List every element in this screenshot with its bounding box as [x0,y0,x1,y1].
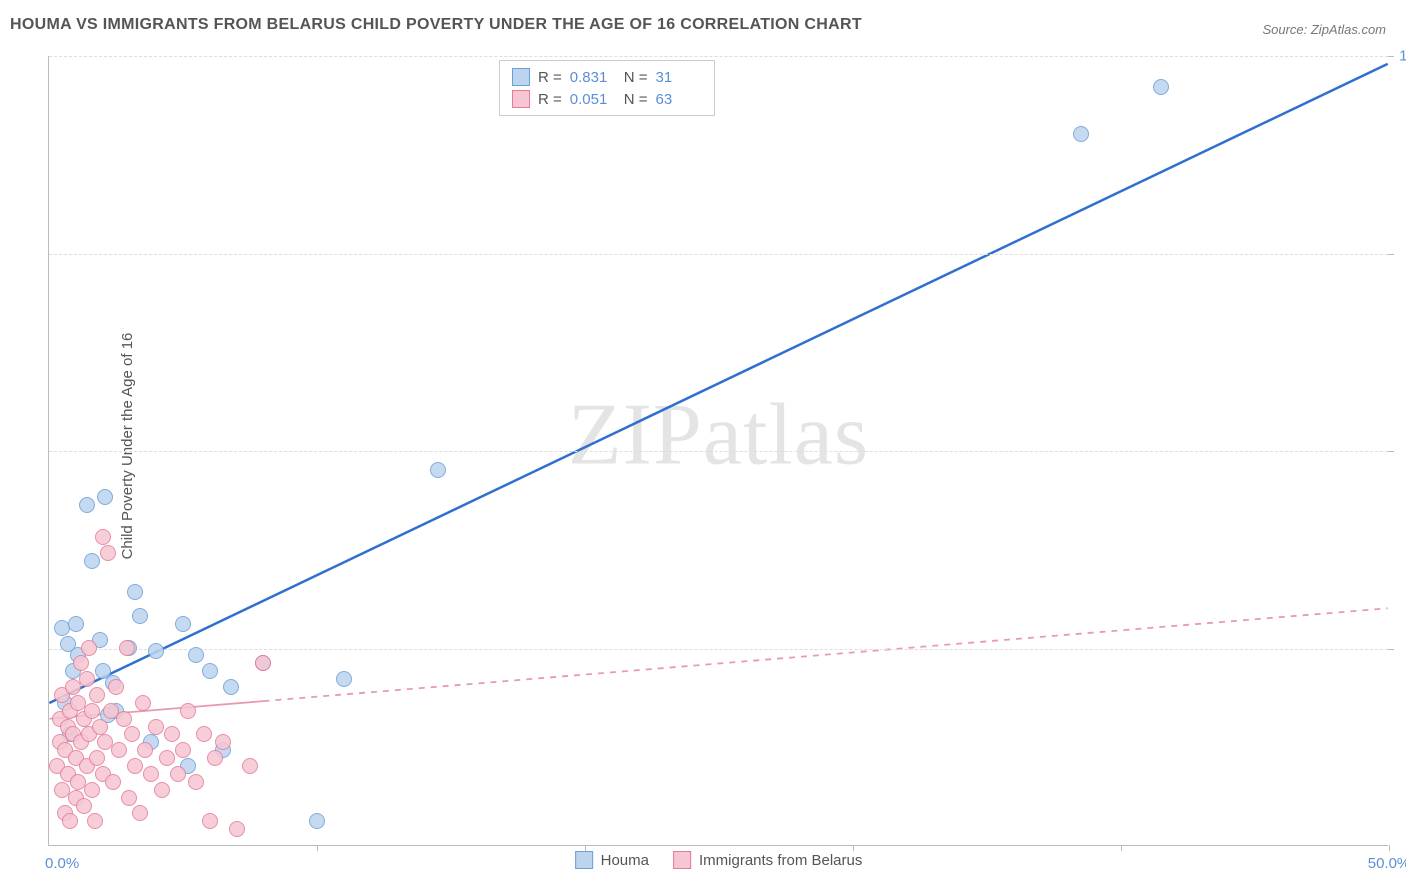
gridline-h [49,56,1388,57]
scatter-point [127,758,143,774]
x-tick [317,845,318,851]
scatter-point [84,703,100,719]
stats-r-label: R = [538,91,562,108]
legend-swatch [512,90,530,108]
scatter-point [180,703,196,719]
scatter-point [62,813,78,829]
scatter-point [111,742,127,758]
scatter-point [105,774,121,790]
scatter-point [1073,126,1089,142]
scatter-point [188,774,204,790]
scatter-point [159,750,175,766]
scatter-point [97,489,113,505]
scatter-point [154,782,170,798]
gridline-h [49,254,1388,255]
stats-r-value: 0.831 [570,69,616,86]
chart-title: HOUMA VS IMMIGRANTS FROM BELARUS CHILD P… [10,16,862,34]
scatter-point [175,616,191,632]
x-tick-label: 50.0% [1368,855,1406,872]
stats-legend: R = 0.831 N = 31 R = 0.051 N = 63 [499,60,715,116]
scatter-point [92,719,108,735]
scatter-point [143,766,159,782]
x-tick-label: 0.0% [45,855,79,872]
source-attribution: Source: ZipAtlas.com [1262,22,1386,37]
scatter-point [309,813,325,829]
stats-r-label: R = [538,69,562,86]
scatter-point [175,742,191,758]
series-legend-label: Houma [601,852,649,869]
scatter-point [215,734,231,750]
scatter-point [127,584,143,600]
legend-swatch [575,851,593,869]
scatter-point [73,655,89,671]
scatter-point [132,608,148,624]
scatter-point [164,726,180,742]
scatter-point [79,497,95,513]
scatter-point [84,553,100,569]
x-tick [1121,845,1122,851]
scatter-point [89,750,105,766]
chart-plot-area: ZIPatlas R =0.831N =31R =0.051N =63 Houm… [48,56,1388,846]
stats-legend-row: R = 0.831 N = 31 [512,66,702,88]
scatter-point [132,805,148,821]
series-legend: Houma Immigrants from Belarus [575,851,863,869]
gridline-h [49,451,1388,452]
gridline-h [49,649,1388,650]
scatter-point [76,798,92,814]
stats-n-label: N = [624,69,648,86]
x-tick [585,845,586,851]
scatter-point [148,643,164,659]
scatter-point [430,462,446,478]
scatter-point [121,790,137,806]
scatter-point [124,726,140,742]
scatter-point [202,663,218,679]
series-legend-label: Immigrants from Belarus [699,852,862,869]
scatter-point [1153,79,1169,95]
scatter-point [119,640,135,656]
scatter-point [79,671,95,687]
scatter-point [116,711,132,727]
stats-r-value: 0.051 [570,91,616,108]
y-tick [1388,649,1394,650]
stats-n-label: N = [624,91,648,108]
scatter-point [100,545,116,561]
scatter-point [336,671,352,687]
stats-legend-row: R = 0.051 N = 63 [512,88,702,110]
series-legend-item: Immigrants from Belarus [673,851,862,869]
scatter-point [229,821,245,837]
scatter-point [196,726,212,742]
scatter-point [202,813,218,829]
scatter-point [87,813,103,829]
scatter-point [242,758,258,774]
scatter-point [170,766,186,782]
legend-swatch [512,68,530,86]
scatter-point [84,782,100,798]
scatter-point [223,679,239,695]
scatter-point [68,616,84,632]
series-legend-item: Houma [575,851,649,869]
scatter-point [89,687,105,703]
x-tick [1389,845,1390,851]
scatter-point [108,679,124,695]
y-tick [1388,56,1394,57]
x-tick [853,845,854,851]
scatter-point [188,647,204,663]
y-tick [1388,254,1394,255]
y-tick-label: 100.0% [1399,48,1406,65]
legend-swatch [673,851,691,869]
stats-n-value: 31 [656,69,702,86]
scatter-point [95,529,111,545]
scatter-point [255,655,271,671]
y-tick [1388,451,1394,452]
scatter-point [137,742,153,758]
stats-n-value: 63 [656,91,702,108]
scatter-point [135,695,151,711]
scatter-point [207,750,223,766]
scatter-point [148,719,164,735]
scatter-point [81,640,97,656]
